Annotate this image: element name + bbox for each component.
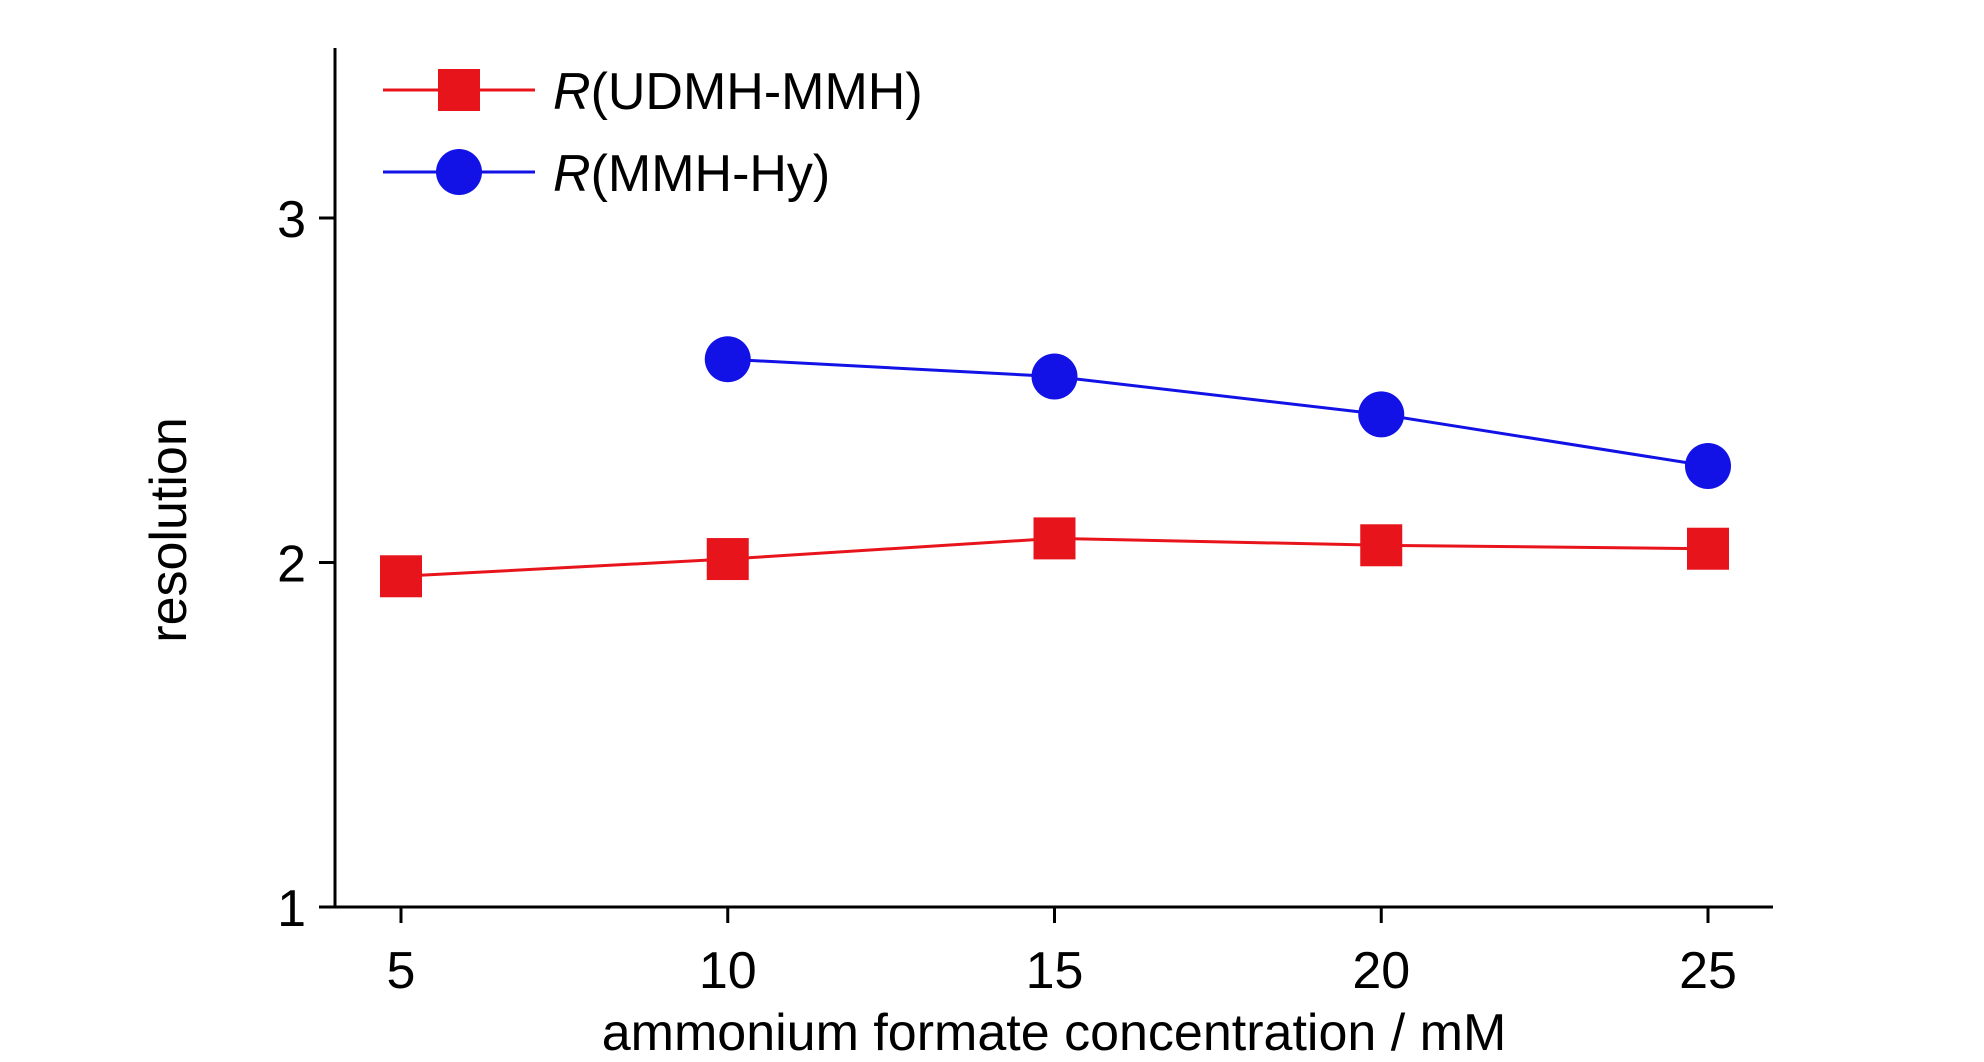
legend-label-rest: (UDMH-MMH)	[591, 63, 923, 121]
y-axis-title: resolution	[140, 417, 198, 642]
legend: R(UDMH-MMH)R(MMH-Hy)	[383, 63, 923, 203]
legend-marker-circle	[436, 149, 482, 195]
legend-label-1: R(UDMH-MMH)	[553, 63, 923, 121]
legend-label-2: R(MMH-Hy)	[553, 145, 830, 203]
data-point-circle	[1358, 391, 1405, 438]
data-point-circle	[1031, 353, 1078, 400]
series-layer	[380, 336, 1731, 598]
data-point-square	[1033, 517, 1076, 560]
data-point-square	[380, 555, 422, 598]
legend-label-rest: (MMH-Hy)	[591, 145, 831, 203]
y-tick-label: 1	[277, 880, 306, 938]
x-tick-label: 5	[387, 942, 416, 1000]
x-tick-label: 10	[699, 942, 757, 1000]
data-point-square	[1687, 527, 1729, 570]
x-tick-label: 25	[1679, 942, 1737, 1000]
legend-marker-square	[438, 69, 480, 111]
y-tick-label: 2	[277, 536, 306, 594]
x-axis-title: ammonium formate concentration / mM	[602, 1004, 1507, 1062]
x-ticks: 5 10 15 20 25	[387, 907, 1737, 1000]
data-point-square	[706, 538, 749, 581]
x-tick-label: 15	[1026, 942, 1084, 1000]
y-ticks: 1 2 3	[277, 191, 335, 938]
series-line-2	[727, 357, 1709, 468]
legend-label-italic: R	[553, 63, 591, 121]
data-point-circle	[1685, 443, 1731, 490]
data-point-square	[1360, 524, 1403, 567]
data-point-circle	[704, 336, 751, 383]
legend-label-italic: R	[553, 145, 591, 203]
y-tick-label: 3	[277, 191, 306, 249]
x-tick-label: 20	[1352, 942, 1410, 1000]
